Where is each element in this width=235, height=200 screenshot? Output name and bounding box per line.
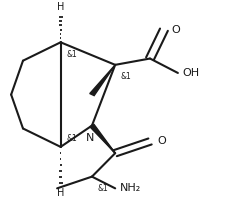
Text: O: O: [171, 25, 180, 35]
Polygon shape: [90, 65, 115, 96]
Text: OH: OH: [183, 68, 200, 78]
Text: &1: &1: [67, 50, 77, 59]
Text: &1: &1: [67, 134, 77, 143]
Text: N: N: [86, 133, 94, 143]
Text: &1: &1: [121, 72, 132, 81]
Text: NH₂: NH₂: [120, 183, 141, 193]
Polygon shape: [90, 125, 115, 153]
Text: &1: &1: [98, 184, 109, 193]
Text: H: H: [57, 2, 64, 12]
Text: H: H: [57, 188, 64, 198]
Text: O: O: [157, 136, 166, 146]
